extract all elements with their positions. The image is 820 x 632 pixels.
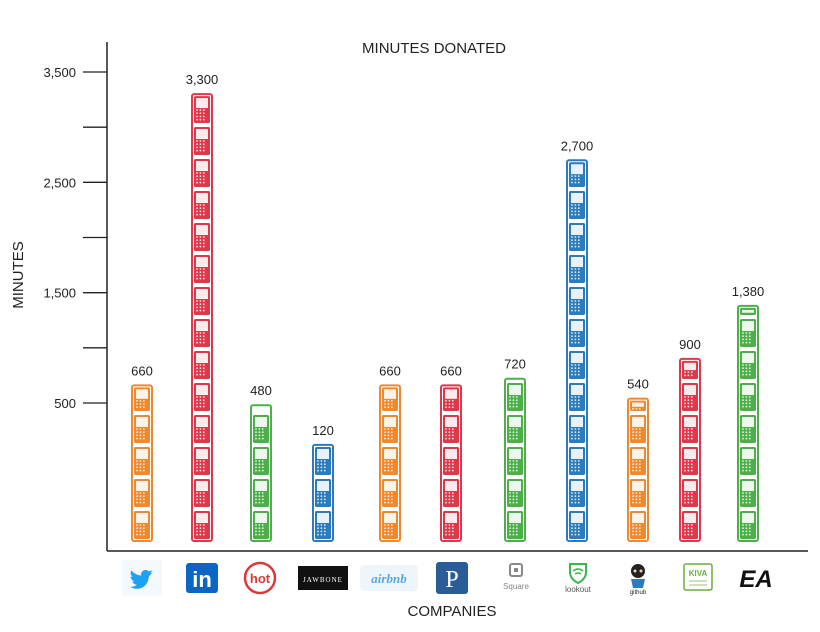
octocat-icon: github [630,564,647,596]
bar-value-label: 900 [679,337,701,352]
svg-text:EA: EA [739,566,772,593]
bar-value-label: 120 [312,423,334,438]
twitter-bird-icon [122,560,162,596]
y-ticks: 500 1,500 2,500 3,500 [43,65,107,411]
bar-value-label: 660 [440,363,462,378]
jawbone-logo: JAWBONE [298,560,348,596]
chart-title: MINUTES DONATED [362,40,506,57]
bar [191,93,213,542]
svg-text:in: in [192,567,212,592]
jawbone-icon: JAWBONE [298,566,348,590]
svg-text:P: P [445,567,458,593]
bar-value-label: 540 [627,377,649,392]
bar [379,384,401,543]
svg-text:airbnb: airbnb [371,571,407,586]
y-tick-label: 3,500 [43,65,76,80]
ea-icon: EA [739,566,772,593]
svg-text:hot: hot [250,571,271,586]
svg-text:KIVA: KIVA [689,569,708,578]
bars: 660 3,300 480 120 660 660 720 2,700 540 900 1,380 [131,72,765,543]
svg-text:Square: Square [503,582,529,591]
y-tick-label: 500 [54,396,76,411]
lookout-shield-icon: lookout [565,563,592,594]
airbnb-icon: airbnb [360,565,418,591]
y-axis-label: MINUTES [10,241,27,309]
bar-value-label: 1,380 [732,284,765,299]
bar [627,397,649,542]
bar-value-label: 660 [379,363,401,378]
twitter-logo [120,560,164,596]
hot-circle-icon: hot [243,561,277,595]
bar-value-label: 720 [504,357,526,372]
bar-value-label: 3,300 [186,72,219,87]
ea-logo: EA [732,560,780,596]
github-logo: github [616,560,660,596]
svg-text:github: github [630,590,647,596]
bar-value-label: 2,700 [561,138,594,153]
airbnb-logo: airbnb [360,560,418,596]
bar [250,404,272,542]
svg-text:JAWBONE: JAWBONE [303,576,343,584]
bar [566,159,588,542]
y-tick-label: 2,500 [43,175,76,190]
square-icon: Square [503,563,529,591]
bar [312,443,334,542]
square-logo: Square [494,560,538,596]
hot-logo: hot [238,560,282,596]
x-axis-label: COMPANIES [408,603,497,620]
kiva-logo: KIVA [676,560,720,596]
bar [679,357,701,542]
bar-value-label: 660 [131,363,153,378]
linkedin-icon: in [186,563,218,593]
bar [440,384,462,543]
svg-text:lookout: lookout [565,585,592,594]
bar [504,377,526,542]
linkedin-logo: in [180,560,224,596]
pandora-p-icon: P [436,562,468,594]
bar-value-label: 480 [250,383,272,398]
pandora-logo: P [430,560,474,596]
kiva-icon: KIVA [683,563,713,591]
lookout-logo: lookout [556,560,600,596]
bar [131,384,153,543]
y-tick-label: 1,500 [43,286,76,301]
bar [737,304,759,543]
